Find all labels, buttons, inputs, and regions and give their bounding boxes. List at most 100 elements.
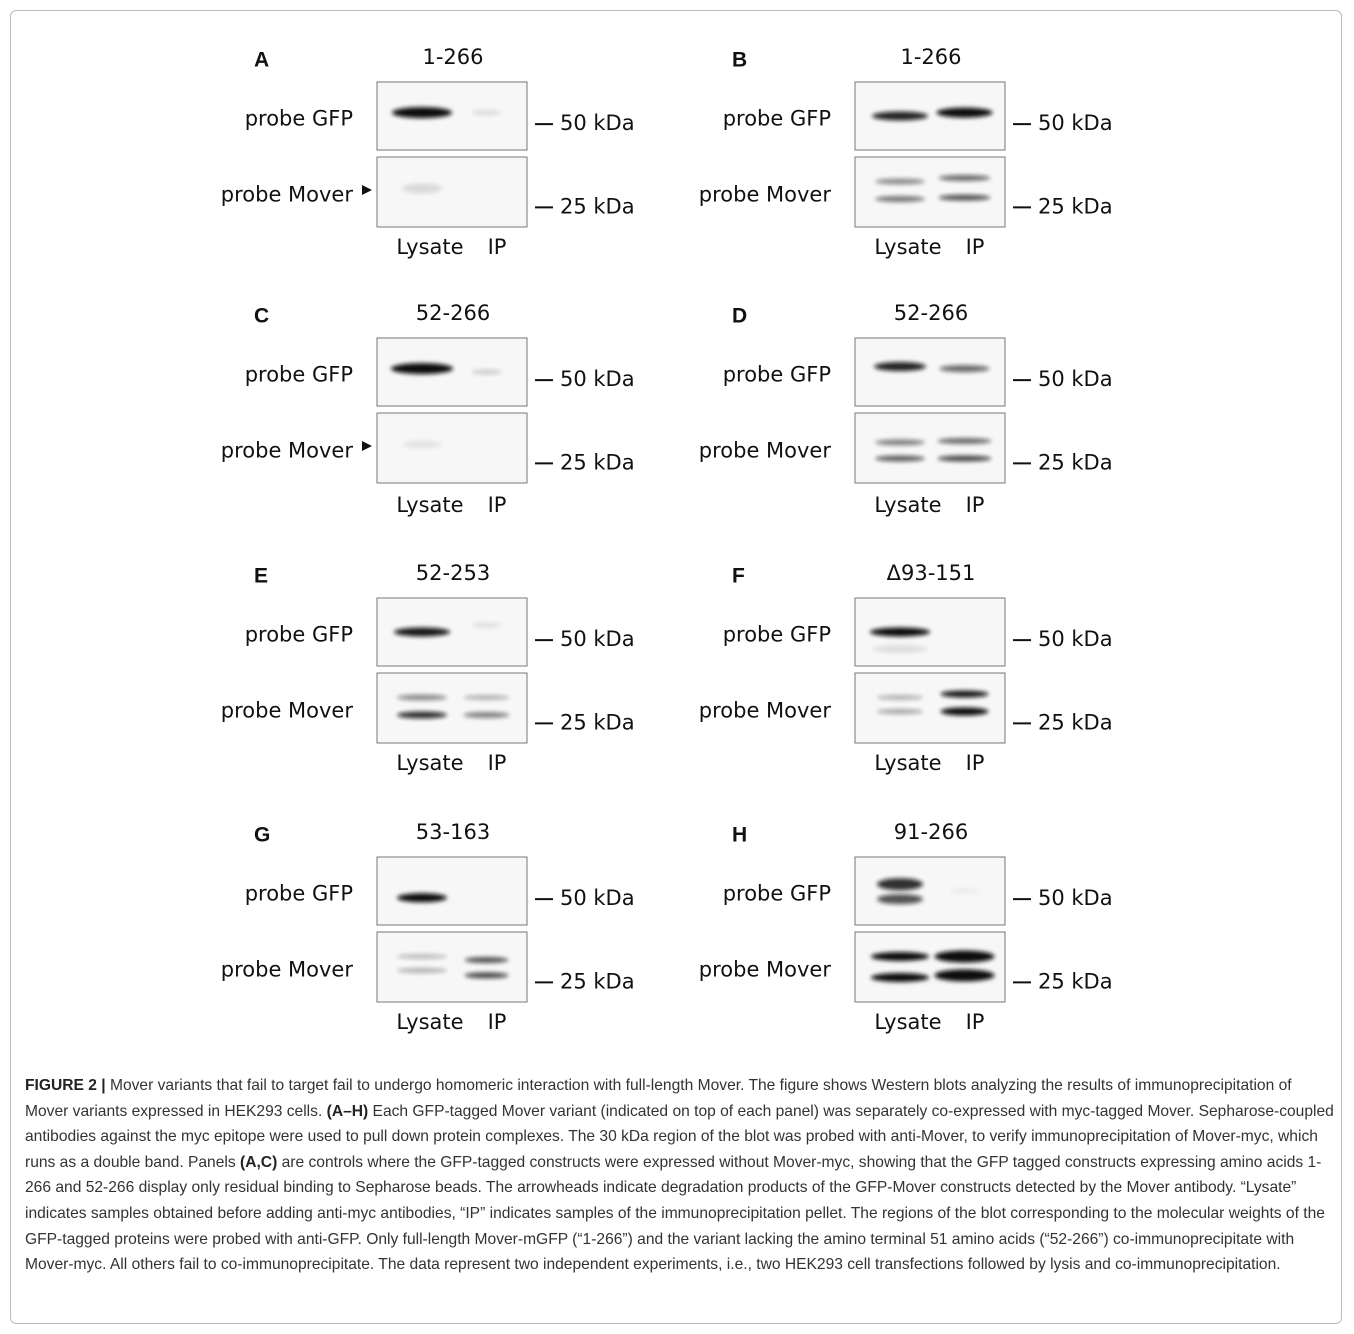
marker-label: 50 kDa — [560, 367, 635, 391]
probe-label: probe Mover — [699, 183, 832, 207]
band — [875, 439, 925, 445]
band — [402, 184, 442, 194]
band — [871, 973, 929, 982]
band — [392, 107, 452, 118]
lane-label: Lysate — [874, 235, 941, 259]
blot — [855, 932, 1005, 1002]
blot — [855, 157, 1005, 227]
band — [950, 889, 980, 894]
blot — [855, 673, 1005, 743]
arrowhead — [362, 441, 372, 451]
band — [873, 645, 928, 653]
band — [397, 893, 447, 902]
blot — [377, 857, 527, 925]
caption-text: are controls where the GFP-tagged constr… — [25, 1154, 1325, 1273]
band — [941, 708, 989, 716]
blot — [377, 932, 527, 1002]
band — [877, 709, 923, 714]
probe-label: probe GFP — [245, 881, 353, 905]
band — [939, 175, 991, 181]
lane-label: IP — [966, 1010, 985, 1034]
probe-label: probe GFP — [723, 881, 831, 905]
marker-label: 25 kDa — [1038, 450, 1113, 474]
lane-label: Lysate — [874, 493, 941, 517]
marker-label: 50 kDa — [560, 886, 635, 910]
construct-label: 1-266 — [422, 45, 483, 69]
lane-label: Lysate — [874, 751, 941, 775]
band — [935, 951, 995, 963]
panel-letter: F — [732, 565, 745, 588]
marker-label: 50 kDa — [560, 111, 635, 135]
band — [464, 695, 510, 700]
band — [877, 695, 923, 700]
band — [397, 695, 447, 701]
band — [877, 878, 923, 890]
construct-label: 52-266 — [416, 301, 490, 325]
marker-label: 50 kDa — [1038, 367, 1113, 391]
band — [940, 365, 990, 372]
construct-label: 52-266 — [894, 301, 968, 325]
panel-letter: D — [732, 305, 747, 328]
caption-bold: (A–H) — [327, 1103, 369, 1120]
probe-label: probe Mover — [221, 183, 354, 207]
band — [937, 108, 993, 118]
panel-letter: A — [254, 49, 269, 72]
marker-label: 25 kDa — [1038, 194, 1113, 218]
blot — [855, 338, 1005, 406]
panel-letter: E — [254, 565, 268, 588]
lane-label: IP — [488, 1010, 507, 1034]
band — [938, 456, 992, 462]
band — [402, 441, 442, 449]
band — [877, 894, 923, 904]
band — [464, 712, 510, 718]
marker-label: 25 kDa — [560, 450, 635, 474]
band — [872, 112, 928, 121]
marker-label: 25 kDa — [560, 194, 635, 218]
marker-label: 50 kDa — [1038, 111, 1113, 135]
lane-label: IP — [966, 751, 985, 775]
band — [875, 196, 925, 202]
construct-label: Δ93-151 — [887, 561, 976, 585]
probe-label: probe GFP — [245, 362, 353, 386]
lane-label: Lysate — [396, 1010, 463, 1034]
band — [394, 628, 450, 637]
construct-label: 91-266 — [894, 820, 968, 844]
marker-label: 50 kDa — [1038, 886, 1113, 910]
band — [397, 968, 447, 973]
probe-label: probe GFP — [245, 622, 353, 646]
arrowhead — [362, 185, 372, 195]
band — [875, 179, 925, 185]
probe-label: probe GFP — [723, 622, 831, 646]
band — [874, 362, 926, 371]
lane-label: Lysate — [396, 493, 463, 517]
marker-label: 25 kDa — [560, 969, 635, 993]
band — [875, 456, 925, 462]
lane-label: Lysate — [874, 1010, 941, 1034]
panel-letter: C — [254, 305, 269, 328]
probe-label: probe Mover — [221, 699, 354, 723]
lane-label: IP — [966, 493, 985, 517]
band — [472, 370, 502, 375]
probe-label: probe Mover — [221, 958, 354, 982]
blot — [377, 673, 527, 743]
marker-label: 25 kDa — [560, 710, 635, 734]
band — [397, 954, 447, 959]
panel-letter: G — [254, 824, 270, 847]
marker-label: 25 kDa — [1038, 969, 1113, 993]
probe-label: probe Mover — [221, 439, 354, 463]
lane-label: IP — [488, 751, 507, 775]
probe-label: probe Mover — [699, 439, 832, 463]
blot — [855, 413, 1005, 483]
band — [472, 623, 502, 628]
construct-label: 1-266 — [900, 45, 961, 69]
lane-label: Lysate — [396, 751, 463, 775]
band — [472, 110, 502, 115]
band — [935, 969, 995, 981]
probe-label: probe GFP — [723, 362, 831, 386]
band — [941, 691, 989, 698]
construct-label: 53-163 — [416, 820, 490, 844]
marker-label: 25 kDa — [1038, 710, 1113, 734]
caption-bold: (A,C) — [240, 1154, 277, 1171]
band — [391, 363, 453, 374]
probe-label: probe GFP — [723, 106, 831, 130]
